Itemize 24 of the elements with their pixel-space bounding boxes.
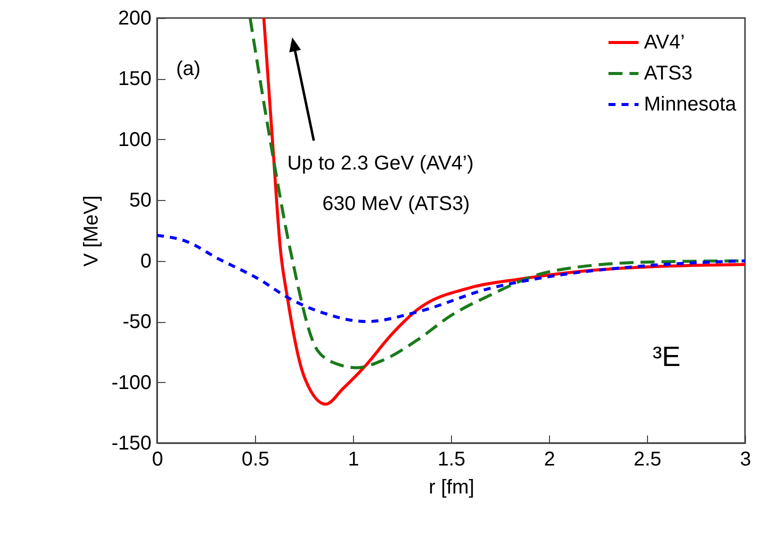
- x-tick-label: 1: [348, 448, 360, 470]
- x-axis-title: r [fm]: [428, 476, 474, 498]
- annotation: ³E: [652, 341, 681, 372]
- annotation: Up to 2.3 GeV (AV4’): [287, 152, 474, 175]
- y-tick-label: 200: [118, 8, 152, 30]
- y-tick-label: 150: [118, 68, 152, 90]
- y-tick-label: -150: [111, 432, 152, 454]
- y-tick-label: -100: [111, 372, 152, 394]
- y-axis-title: V [MeV]: [80, 195, 102, 267]
- x-tick-label: 0.5: [242, 448, 270, 470]
- annotation: (a): [176, 58, 201, 80]
- y-tick-label: 100: [118, 128, 152, 151]
- x-tick-label: 1.5: [438, 448, 466, 470]
- y-tick-label: -50: [122, 311, 152, 334]
- x-tick-label: 3: [740, 448, 752, 470]
- x-tick-label: 2.5: [634, 448, 662, 470]
- legend-label: ATS3: [644, 62, 693, 84]
- legend-label: AV4’: [644, 32, 685, 54]
- x-tick-label: 2: [544, 448, 556, 470]
- legend-label: Minnesota: [644, 94, 738, 116]
- y-tick-label: 50: [129, 190, 152, 212]
- y-tick-label: 0: [140, 250, 152, 272]
- line-series: [157, 234, 745, 324]
- annotation: 630 MeV (ATS3): [322, 192, 470, 215]
